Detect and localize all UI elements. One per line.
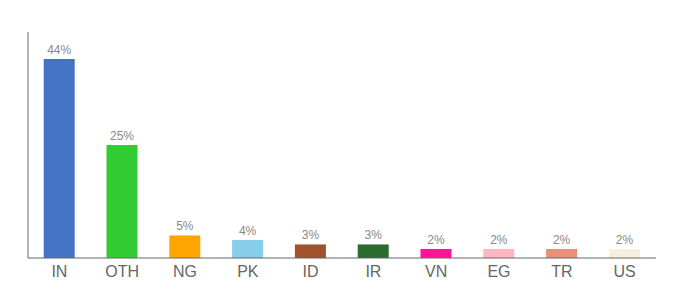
svg-text:2%: 2% [616, 233, 634, 247]
svg-text:2%: 2% [553, 233, 571, 247]
svg-text:EG: EG [487, 263, 510, 280]
svg-text:IR: IR [365, 263, 381, 280]
svg-text:4%: 4% [239, 224, 257, 238]
svg-text:2%: 2% [427, 233, 445, 247]
svg-text:ID: ID [303, 263, 319, 280]
svg-text:US: US [613, 263, 635, 280]
svg-text:5%: 5% [176, 219, 194, 233]
svg-text:VN: VN [425, 263, 447, 280]
svg-text:2%: 2% [490, 233, 508, 247]
svg-text:44%: 44% [47, 43, 71, 57]
svg-text:PK: PK [237, 263, 259, 280]
svg-text:NG: NG [173, 263, 197, 280]
svg-text:25%: 25% [110, 129, 134, 143]
svg-text:TR: TR [551, 263, 572, 280]
svg-text:IN: IN [51, 263, 67, 280]
svg-text:3%: 3% [302, 228, 320, 242]
svg-text:OTH: OTH [105, 263, 139, 280]
svg-text:3%: 3% [365, 228, 383, 242]
